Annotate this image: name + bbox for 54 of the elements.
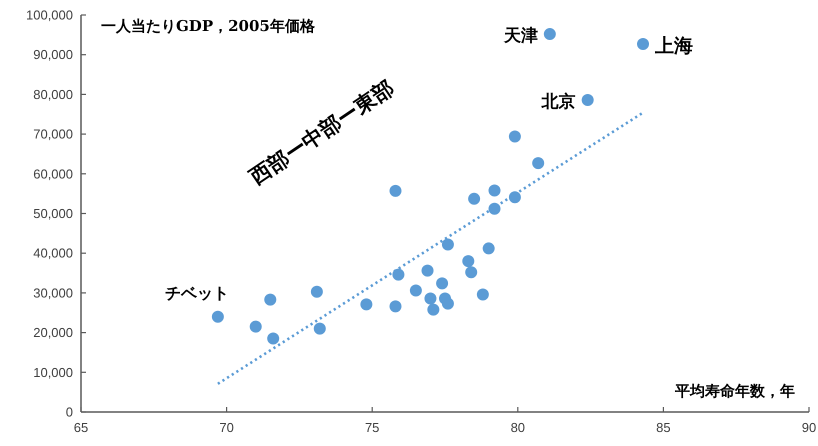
y-tick-label: 60,000: [33, 166, 73, 182]
point: [389, 300, 402, 312]
point: [637, 38, 650, 50]
y-tick-label: 70,000: [33, 126, 73, 142]
point: [427, 304, 440, 316]
annotation: 西部ー中部ー東部: [244, 74, 398, 190]
point: [462, 255, 474, 268]
y-axis-title: 一人当たりGDP，2005年価格: [101, 17, 316, 35]
point: [250, 320, 262, 333]
y-tick-label: 80,000: [33, 86, 73, 102]
point: [422, 264, 434, 277]
point: [424, 292, 436, 304]
point: [442, 238, 454, 250]
y-tick-label: 10,000: [33, 364, 73, 380]
annotation: 北京: [540, 92, 576, 112]
point: [310, 286, 323, 298]
y-tick-label: 40,000: [33, 246, 73, 261]
point: [508, 191, 521, 204]
annotation: 上海: [654, 34, 694, 57]
point: [264, 294, 276, 306]
point: [482, 242, 495, 254]
point: [468, 192, 480, 205]
x-tick-label: 75: [364, 420, 380, 435]
annotation: 天津: [502, 26, 538, 46]
point: [410, 284, 422, 297]
y-tick-label: 0: [66, 404, 73, 420]
y-tick-label: 100,000: [26, 8, 73, 22]
point: [442, 298, 454, 310]
x-axis-title: 平均寿命年数，年: [674, 382, 795, 400]
x-tick-label: 65: [74, 420, 88, 435]
y-tick-label: 20,000: [33, 325, 73, 340]
point: [314, 322, 326, 335]
point: [532, 157, 544, 170]
annotation: チベット: [164, 284, 229, 303]
y-tick-label: 50,000: [33, 206, 73, 221]
point: [267, 332, 280, 345]
x-tick-label: 90: [802, 420, 816, 435]
point: [360, 298, 372, 310]
point: [488, 202, 501, 215]
point: [392, 268, 404, 281]
point: [582, 94, 594, 106]
point: [488, 184, 501, 196]
x-tick-label: 70: [219, 420, 234, 435]
point: [465, 266, 478, 278]
point: [544, 28, 556, 40]
y-tick-label: 30,000: [33, 285, 73, 300]
x-tick-label: 85: [656, 420, 671, 435]
x-tick-label: 80: [510, 420, 526, 435]
point: [508, 130, 521, 142]
point: [389, 184, 402, 197]
y-tick-label: 90,000: [33, 47, 73, 62]
point: [436, 277, 448, 290]
point: [212, 310, 224, 323]
point: [476, 288, 489, 300]
